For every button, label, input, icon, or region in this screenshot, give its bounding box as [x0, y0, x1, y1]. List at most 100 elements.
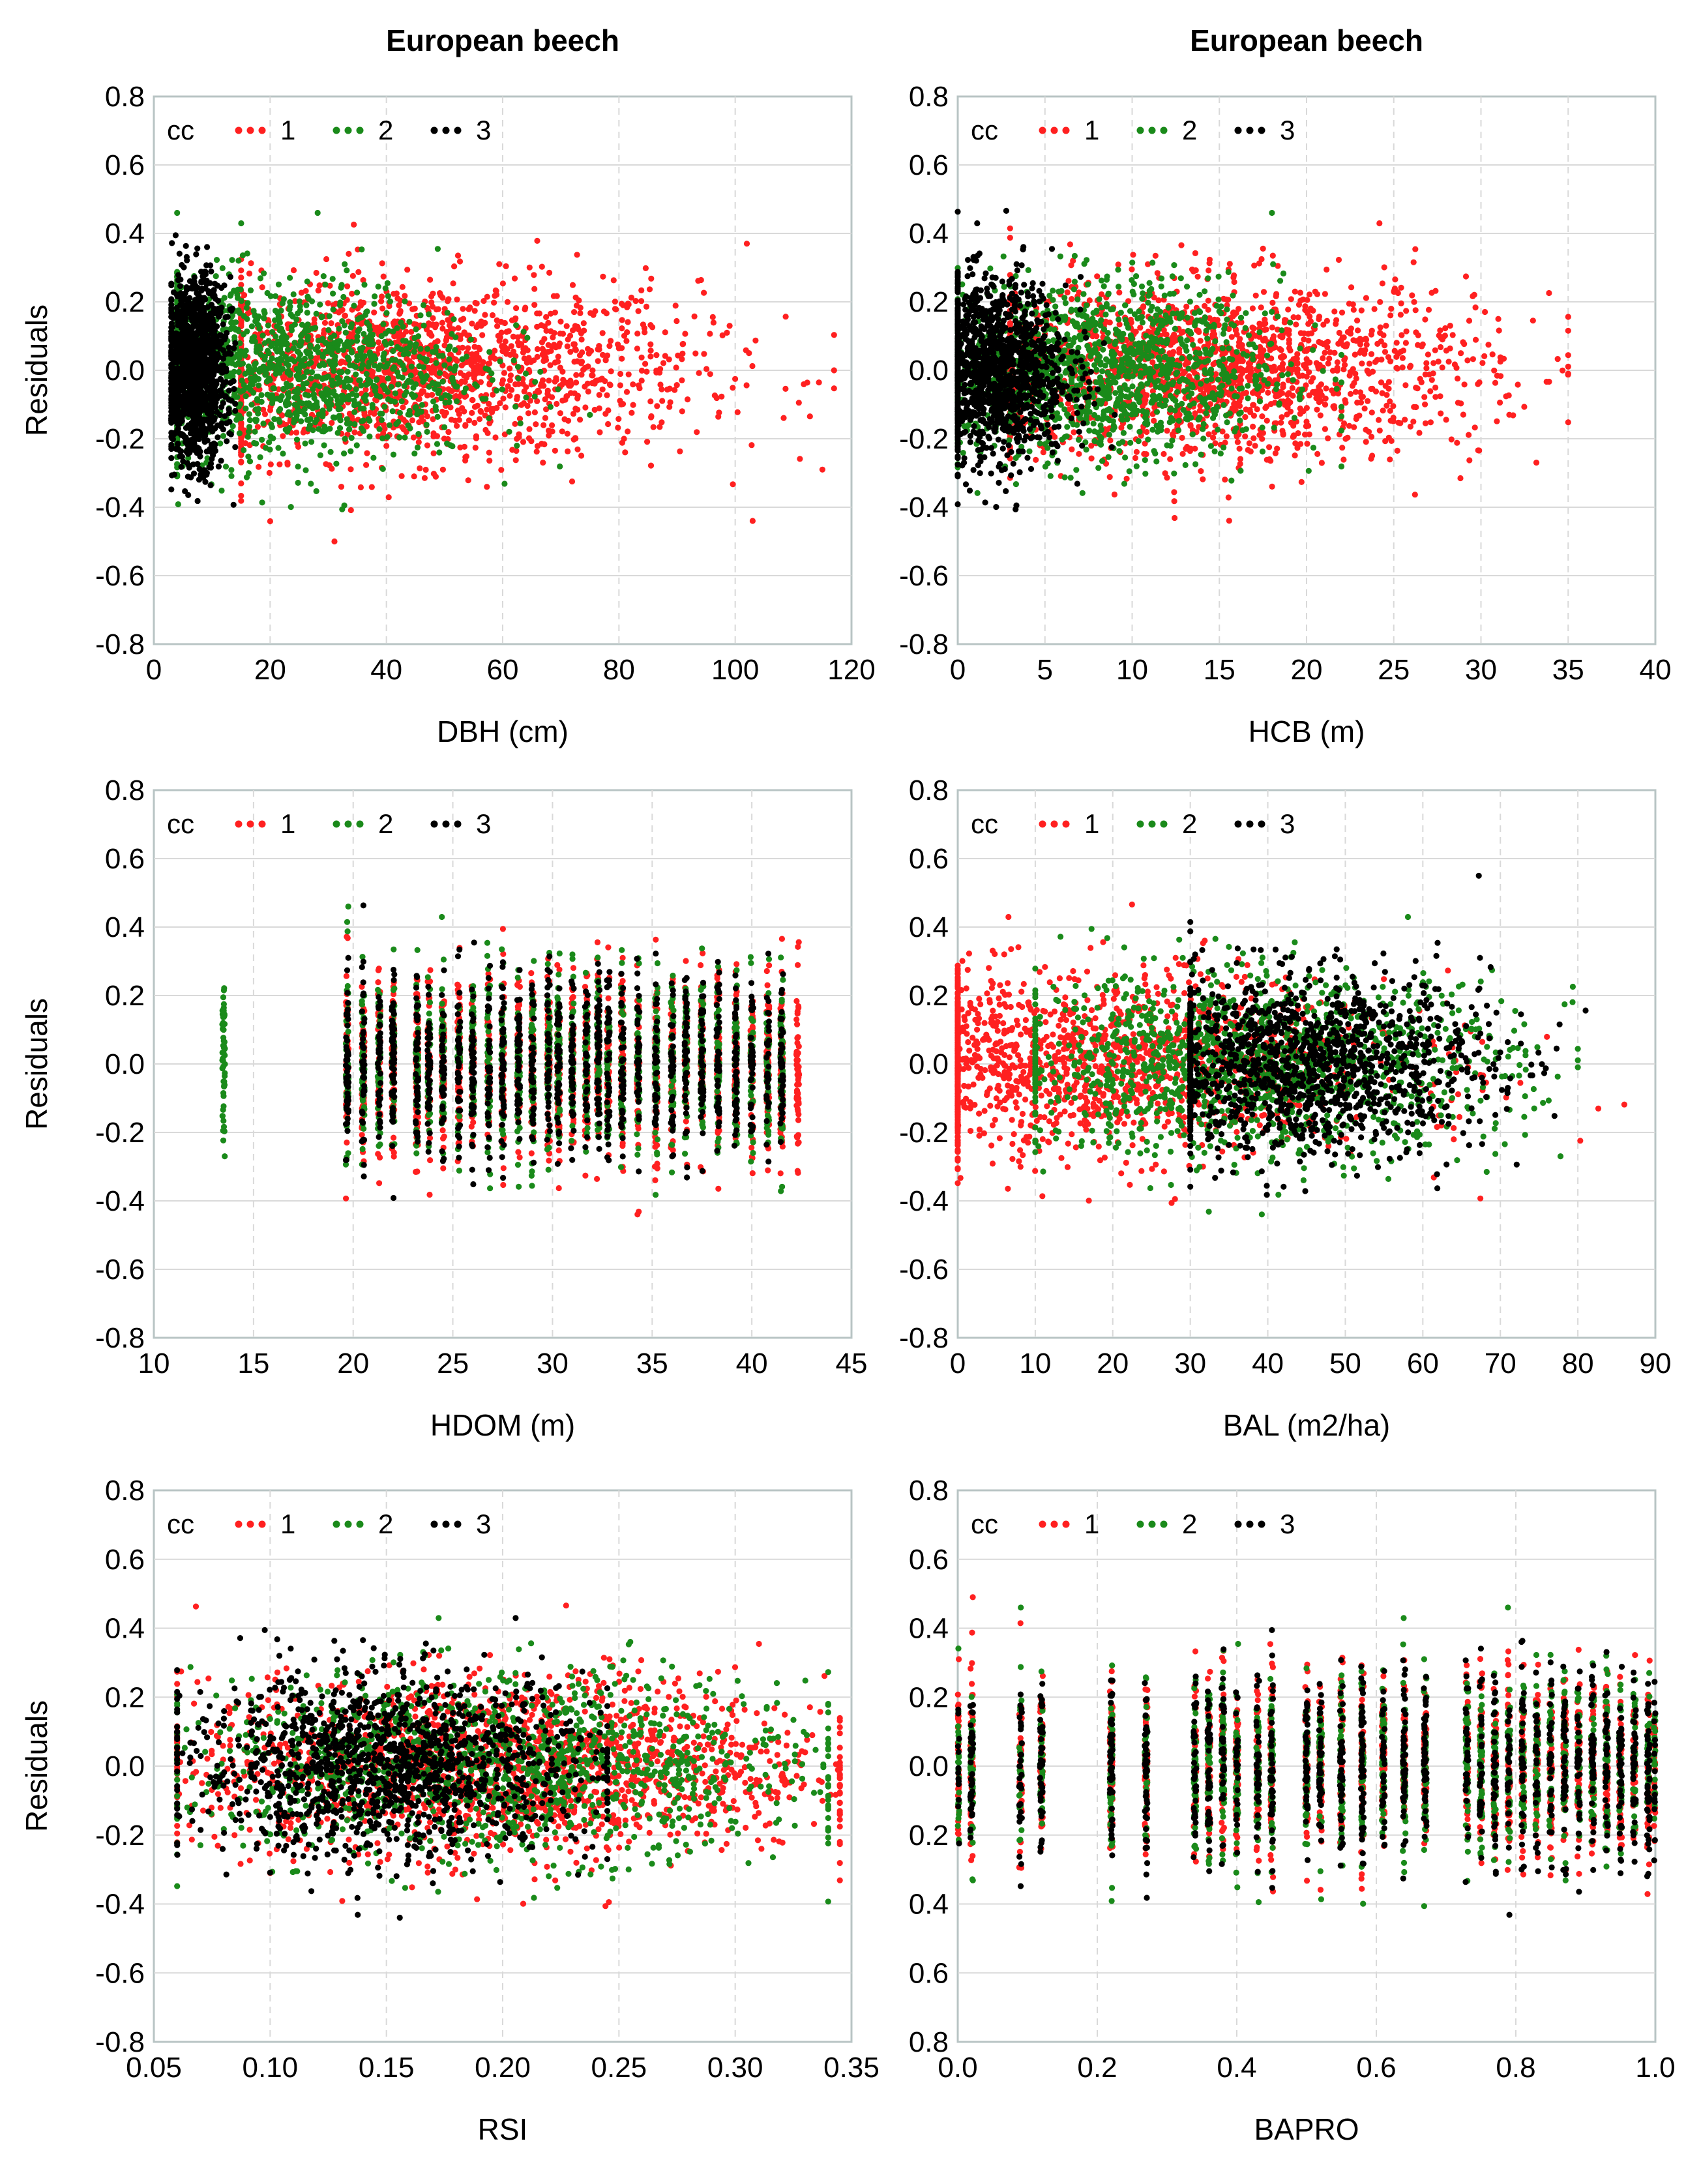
data-point-series-1 [1466, 457, 1472, 463]
data-point-series-3 [198, 280, 204, 286]
data-point-series-2 [402, 434, 407, 440]
data-point-series-2 [511, 357, 517, 363]
data-point-series-1 [727, 323, 733, 329]
data-point-series-3 [186, 353, 192, 359]
data-point-series-2 [256, 314, 261, 319]
data-point-series-2 [385, 376, 391, 381]
data-point-series-2 [252, 429, 258, 435]
data-point-series-2 [436, 449, 442, 455]
data-point-series-1 [1333, 317, 1339, 323]
y-tick-label: -0.2 [95, 423, 145, 455]
data-point-series-1 [605, 407, 611, 413]
data-point-series-1 [629, 410, 634, 416]
data-point-series-2 [266, 350, 272, 356]
data-point-series-1 [428, 299, 434, 305]
data-point-series-1 [500, 396, 506, 402]
data-point-series-2 [328, 361, 334, 367]
data-point-series-2 [408, 372, 414, 378]
data-point-series-1 [1546, 290, 1552, 296]
data-point-series-3 [183, 434, 188, 440]
data-point-series-2 [304, 278, 310, 284]
data-point-series-1 [481, 298, 486, 304]
data-point-series-2 [454, 398, 460, 404]
x-tick-label: 30 [1465, 654, 1497, 686]
data-point-series-1 [424, 392, 430, 398]
data-point-series-2 [435, 414, 441, 420]
data-point-series-2 [263, 445, 269, 450]
data-point-series-1 [718, 394, 724, 400]
data-point-series-2 [345, 369, 351, 375]
data-point-series-2 [174, 210, 180, 216]
data-point-series-2 [246, 470, 252, 476]
data-point-series-1 [1354, 317, 1360, 323]
data-point-series-3 [169, 240, 175, 246]
data-point-series-2 [252, 338, 258, 344]
data-point-series-3 [211, 425, 217, 431]
data-point-series-2 [353, 386, 359, 392]
data-point-series-1 [412, 306, 418, 312]
data-point-series-1 [505, 346, 510, 352]
data-point-series-1 [666, 357, 672, 362]
data-point-series-3 [168, 329, 174, 334]
data-point-series-3 [208, 269, 214, 274]
data-point-series-2 [451, 368, 457, 374]
data-point-series-1 [348, 507, 354, 513]
data-point-series-1 [1292, 440, 1298, 446]
data-point-series-2 [396, 434, 402, 440]
data-point-series-2 [516, 376, 522, 381]
data-point-series-2 [372, 385, 378, 391]
data-point-series-1 [430, 434, 436, 439]
data-point-series-2 [268, 293, 274, 299]
data-point-series-1 [660, 360, 666, 366]
data-point-series-2 [357, 377, 363, 383]
data-point-series-1 [782, 386, 788, 392]
data-point-series-1 [710, 314, 716, 320]
data-point-series-1 [477, 416, 482, 422]
data-point-series-2 [303, 392, 308, 398]
data-point-series-1 [416, 419, 422, 425]
data-point-series-2 [328, 335, 334, 341]
data-point-series-1 [1089, 456, 1095, 462]
data-point-series-1 [1264, 418, 1270, 424]
data-point-series-2 [334, 381, 340, 387]
data-point-series-1 [424, 443, 430, 449]
data-point-series-2 [362, 312, 368, 318]
data-point-series-3 [213, 404, 218, 410]
data-point-series-2 [261, 271, 267, 276]
data-point-series-2 [366, 416, 372, 422]
data-point-series-1 [505, 299, 510, 305]
data-point-series-1 [619, 440, 625, 446]
data-point-series-1 [573, 295, 579, 301]
data-point-series-3 [183, 425, 189, 431]
data-point-series-3 [231, 502, 237, 508]
data-point-series-3 [226, 430, 232, 436]
data-point-series-2 [515, 364, 521, 370]
data-point-series-1 [565, 344, 570, 349]
data-point-series-3 [185, 451, 191, 457]
data-point-series-2 [248, 402, 254, 407]
data-point-series-2 [246, 429, 252, 435]
data-point-series-1 [400, 284, 406, 290]
data-point-series-3 [183, 243, 189, 249]
data-point-series-1 [409, 417, 415, 423]
data-point-series-2 [302, 411, 308, 417]
data-point-series-3 [207, 415, 213, 421]
data-point-series-3 [206, 342, 212, 347]
data-point-series-1 [648, 415, 654, 421]
data-point-series-1 [1198, 338, 1204, 344]
data-point-series-2 [248, 288, 254, 293]
data-point-series-2 [330, 291, 336, 297]
data-point-series-1 [648, 276, 654, 282]
data-point-series-1 [454, 297, 460, 303]
data-point-series-1 [730, 385, 735, 391]
data-point-series-2 [391, 452, 396, 458]
data-point-series-3 [222, 379, 228, 385]
data-point-series-3 [219, 362, 225, 368]
data-point-series-2 [297, 299, 303, 304]
data-point-series-1 [325, 300, 331, 306]
data-point-series-1 [634, 331, 640, 336]
data-point-series-3 [218, 404, 224, 410]
data-point-series-1 [536, 389, 542, 395]
data-point-series-2 [287, 304, 293, 310]
data-point-series-2 [444, 441, 450, 447]
